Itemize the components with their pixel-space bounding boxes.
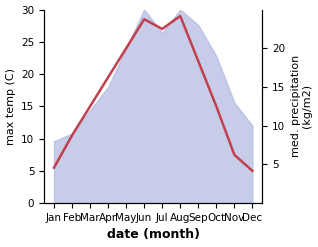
Y-axis label: med. precipitation
(kg/m2): med. precipitation (kg/m2) bbox=[291, 55, 313, 158]
Y-axis label: max temp (C): max temp (C) bbox=[5, 68, 16, 145]
X-axis label: date (month): date (month) bbox=[107, 228, 200, 242]
